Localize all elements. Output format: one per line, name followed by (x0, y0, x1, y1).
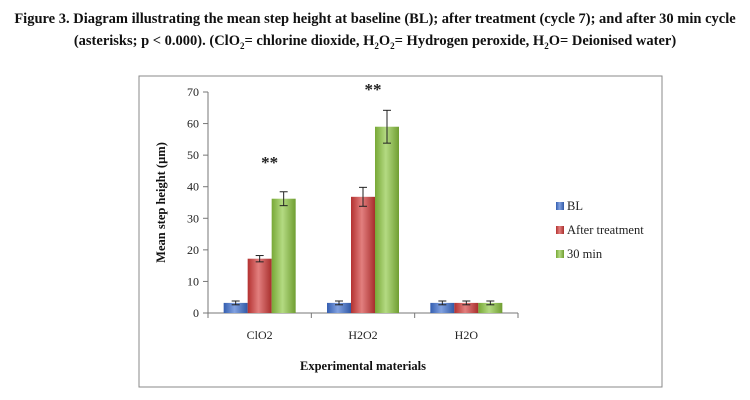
bar-bl-h2o2 (327, 302, 351, 313)
caption-line-1: Figure 3. Diagram illustrating the mean … (14, 11, 736, 27)
plot-area: 0 10 20 30 40 50 60 70 ClO2 H2O2 H2O ** ** (187, 80, 519, 342)
y-tick-label: 50 (187, 148, 199, 162)
caption-line-2: (asterisks; p < 0.000). (ClO2= chlorine … (73, 33, 677, 51)
chart-frame (138, 75, 663, 388)
bar-after-treatment-clo2 (247, 258, 272, 313)
y-tick-label: 10 (187, 274, 199, 288)
y-tick-label: 70 (187, 85, 199, 99)
legend-swatch (556, 202, 564, 210)
x-tick-label: H2O (455, 328, 479, 342)
x-axis-label: Experimental materials (300, 359, 426, 373)
bar-30-min-h2o (478, 302, 503, 313)
legend-label: After treatment (567, 223, 644, 237)
bar-bl-clo2 (223, 302, 248, 313)
y-tick-label: 0 (193, 306, 199, 320)
bar-30-min-clo2 (271, 198, 296, 313)
figure-caption: Figure 3. Diagram illustrating the mean … (0, 8, 750, 52)
x-tick-label: ClO2 (247, 328, 273, 342)
significance-annotation: ** (261, 153, 278, 172)
legend: BL After treatment 30 min (556, 199, 644, 261)
bar-after-treatment-h2o (454, 302, 479, 313)
legend-label: BL (567, 199, 583, 213)
bar-after-treatment-h2o2 (351, 196, 375, 313)
y-tick-label: 60 (187, 117, 199, 131)
y-axis-label: Mean step height (µm) (154, 142, 168, 263)
bar-bl-h2o (430, 302, 455, 313)
legend-label: 30 min (567, 247, 603, 261)
legend-swatch (556, 226, 564, 234)
y-tick-label: 20 (187, 243, 199, 257)
y-tick-label: 30 (187, 211, 199, 225)
y-tick-label: 40 (187, 180, 199, 194)
legend-swatch (556, 250, 564, 258)
x-tick-label: H2O2 (348, 328, 377, 342)
bar-30-min-h2o2 (375, 126, 399, 313)
significance-annotation: ** (365, 80, 382, 99)
